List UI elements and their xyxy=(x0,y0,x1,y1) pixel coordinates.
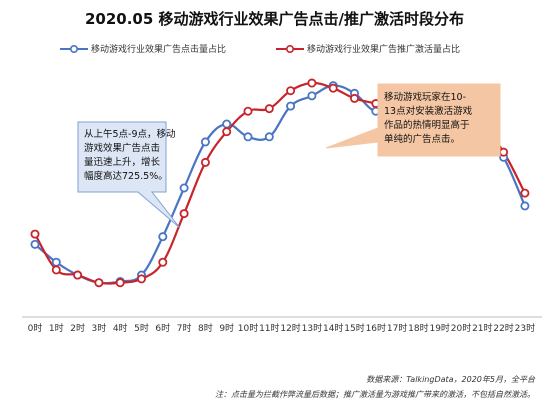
data-point-clicks xyxy=(286,101,296,111)
x-tick-label: 5时 xyxy=(134,322,149,334)
x-tick-label: 17时 xyxy=(387,322,407,334)
chart-legend: 移动游戏行业效果广告点击量占比 移动游戏行业效果广告推广激活量占比 xyxy=(0,42,549,58)
data-point-clicks xyxy=(158,232,168,242)
x-tick-label: 23时 xyxy=(515,322,535,334)
x-tick-label: 10时 xyxy=(238,322,258,334)
legend-item-clicks: 移动游戏行业效果广告点击量占比 xyxy=(60,42,226,55)
data-point-clicks xyxy=(30,239,40,249)
callout-rise-line: 量迅速上升，增长 xyxy=(84,156,161,168)
data-point-clicks xyxy=(179,183,189,193)
data-point-activations xyxy=(349,93,359,103)
data-point-activations xyxy=(499,147,509,157)
x-tick-label: 7时 xyxy=(177,322,192,334)
data-point-activations xyxy=(179,209,189,219)
x-tick-label: 9时 xyxy=(219,322,234,334)
x-tick-label: 13时 xyxy=(302,322,322,334)
x-tick-label: 2时 xyxy=(70,322,85,334)
legend-marker-activations xyxy=(276,44,304,53)
x-tick-label: 0时 xyxy=(28,322,43,334)
callout-rise-line: 幅度高达725.5%。 xyxy=(84,170,168,182)
data-point-activations xyxy=(200,157,210,167)
x-tick-label: 6时 xyxy=(155,322,170,334)
data-point-activations xyxy=(520,188,530,198)
data-point-activations xyxy=(243,106,253,116)
data-point-clicks xyxy=(222,119,232,129)
callout-peak-line: 单纯的广告点击。 xyxy=(384,133,460,145)
data-point-activations xyxy=(264,104,274,114)
x-tick-label: 16时 xyxy=(366,322,386,334)
data-point-clicks xyxy=(243,132,253,142)
data-point-clicks xyxy=(307,91,317,101)
x-tick-label: 4时 xyxy=(113,322,128,334)
data-point-activations xyxy=(328,83,338,93)
legend-marker-clicks xyxy=(60,44,88,53)
x-tick-label: 12时 xyxy=(280,322,300,334)
chart-title: 2020.05 移动游戏行业效果广告点击/推广激活时段分布 xyxy=(84,10,465,28)
callout-peak-line: 移动游戏玩家在10- xyxy=(384,91,466,103)
callout-box-peak xyxy=(325,83,501,157)
callout-box-rise xyxy=(77,121,181,229)
legend-label-activations: 移动游戏行业效果广告推广激活量占比 xyxy=(307,45,461,55)
data-point-activations xyxy=(51,265,61,275)
footnote: 注：点击量为拦截作弊流量后数据；推广激活量为游戏推广带来的激活，不包括自然激活。 xyxy=(215,390,535,399)
x-tick-label: 19时 xyxy=(429,322,449,334)
x-tick-label: 15时 xyxy=(344,322,364,334)
legend-label-clicks: 移动游戏行业效果广告点击量占比 xyxy=(91,45,227,55)
data-point-clicks xyxy=(264,132,274,142)
x-tick-label: 3时 xyxy=(92,322,107,334)
data-point-activations xyxy=(222,127,232,137)
data-point-clicks xyxy=(520,201,530,211)
callout-rise-line: 游戏效果广告点击 xyxy=(84,142,160,154)
x-tick-label: 14时 xyxy=(323,322,343,334)
x-tick-label: 18时 xyxy=(408,322,428,334)
x-tick-label: 1时 xyxy=(49,322,64,334)
data-point-clicks xyxy=(200,137,210,147)
callout-peak-line: 作品的热情明显高于 xyxy=(384,119,470,131)
data-point-activations xyxy=(158,257,168,267)
data-point-activations xyxy=(136,274,146,284)
data-point-activations xyxy=(30,229,40,239)
x-tick-label: 21时 xyxy=(472,322,492,334)
data-point-activations xyxy=(73,270,83,280)
data-point-activations xyxy=(94,278,104,288)
x-tick-label: 11时 xyxy=(259,322,279,334)
callout-peak-line: 13点对安装激活游戏 xyxy=(384,105,473,117)
data-point-activations xyxy=(307,78,317,88)
source-note: 数据来源：TalkingData，2020年5月，全平台 xyxy=(366,375,535,384)
data-point-clicks xyxy=(51,257,61,267)
data-point-activations xyxy=(115,278,125,288)
x-tick-label: 8时 xyxy=(198,322,213,334)
x-tick-label: 22时 xyxy=(493,322,513,334)
callout-rise-line: 从上午5点-9点，移动 xyxy=(84,128,176,140)
x-tick-label: 20时 xyxy=(451,322,471,334)
data-point-activations xyxy=(286,86,296,96)
legend-item-activations: 移动游戏行业效果广告推广激活量占比 xyxy=(276,42,460,55)
